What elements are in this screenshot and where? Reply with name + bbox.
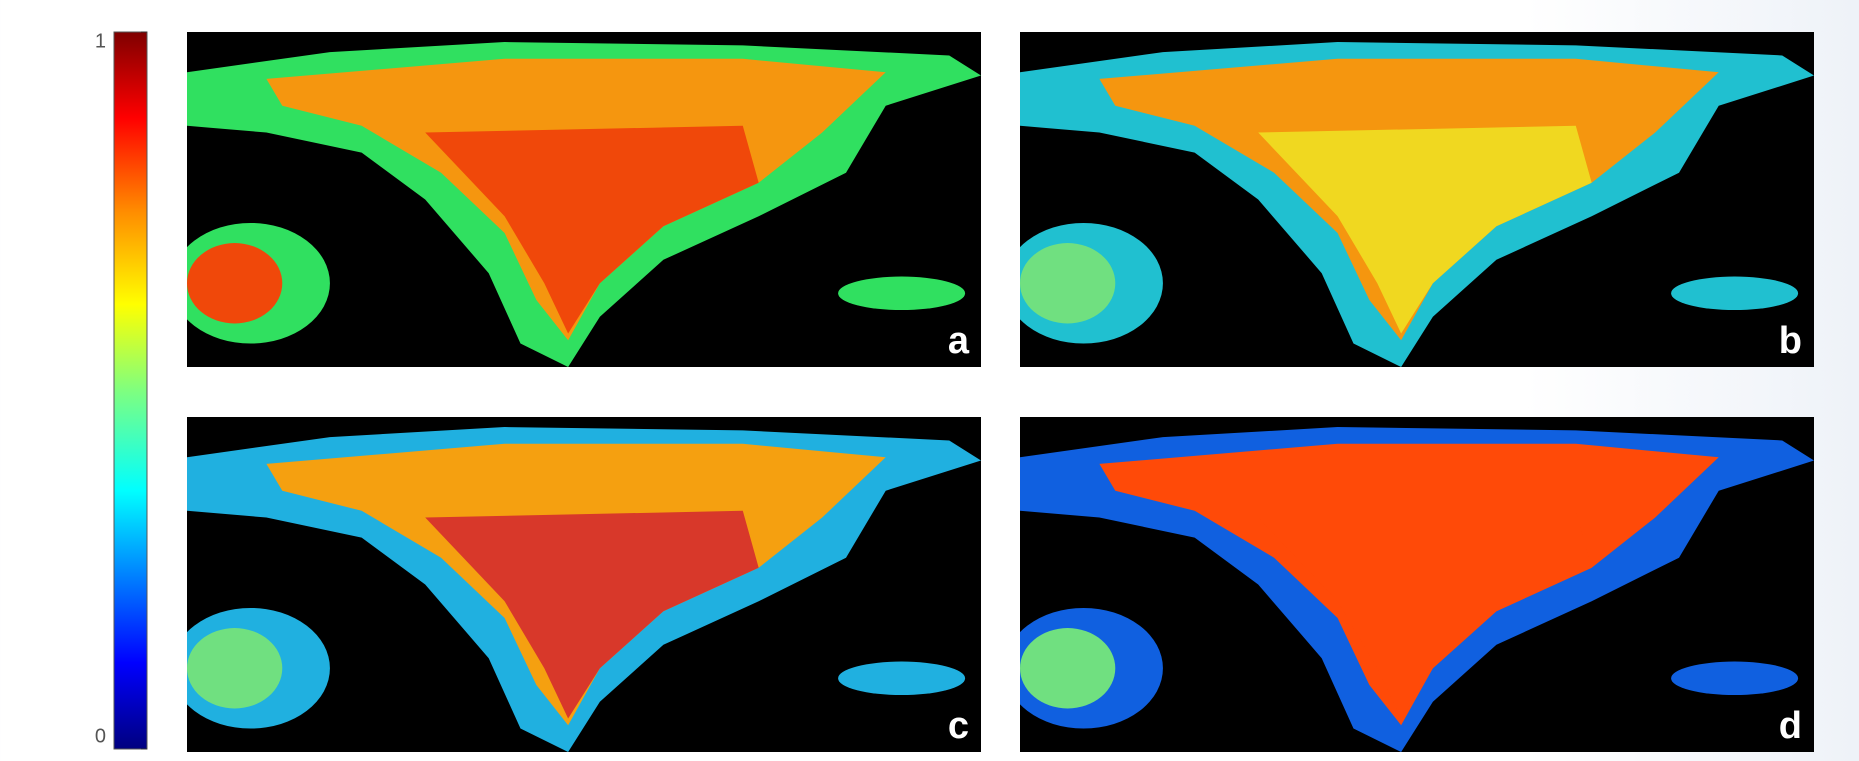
- colorbar-tick-label: 0: [95, 725, 106, 747]
- panel-label: b: [1779, 320, 1802, 362]
- map-panel: [187, 32, 981, 367]
- map-panel: [1020, 32, 1814, 367]
- map-panel: [187, 417, 981, 752]
- map-land-core: [1258, 125, 1592, 334]
- colorbar: [113, 31, 148, 750]
- map-island: [187, 243, 283, 324]
- map-island: [1671, 661, 1799, 696]
- map-island: [838, 276, 966, 311]
- map-island: [838, 661, 966, 696]
- panels: a b c d: [187, 32, 1814, 752]
- panel-label: c: [948, 705, 969, 747]
- map-panel: [1020, 417, 1814, 752]
- colorbar-tick-label: 1: [95, 30, 106, 52]
- map-island: [1671, 276, 1799, 311]
- map-island: [187, 628, 283, 709]
- map-land-core: [1258, 510, 1592, 719]
- map-island: [1020, 628, 1116, 709]
- map-island: [1020, 243, 1116, 324]
- map-land-core: [425, 125, 759, 334]
- panel-label: d: [1779, 705, 1802, 747]
- map-land-core: [425, 510, 759, 719]
- panel-label: a: [948, 320, 970, 362]
